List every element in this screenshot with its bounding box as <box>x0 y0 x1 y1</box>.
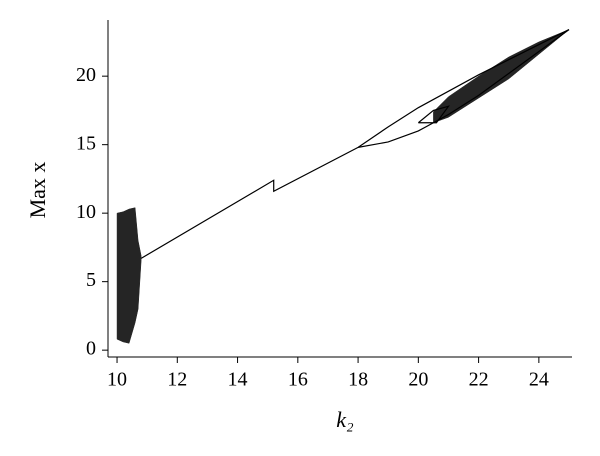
x-tick-label: 12 <box>167 369 187 391</box>
x-tick-label: 24 <box>529 369 549 391</box>
chaotic-band <box>116 207 142 344</box>
y-axis-label: Max x <box>25 162 50 219</box>
branch-line <box>417 105 450 124</box>
y-tick-label: 15 <box>76 132 96 154</box>
branch-line <box>140 29 570 259</box>
y-tick-label: 20 <box>76 64 96 86</box>
x-tick-label: 18 <box>348 369 368 391</box>
y-tick-label: 10 <box>76 201 96 223</box>
x-axis-label: k₂ <box>336 407 354 432</box>
y-tick-label: 0 <box>86 338 96 360</box>
x-tick-label: 16 <box>288 369 308 391</box>
x-tick-label: 22 <box>469 369 489 391</box>
y-tick-label: 5 <box>86 269 96 291</box>
x-tick-label: 14 <box>228 369 248 391</box>
chaotic-band <box>433 29 570 124</box>
x-tick-label: 10 <box>107 369 127 391</box>
x-tick-label: 20 <box>408 369 428 391</box>
